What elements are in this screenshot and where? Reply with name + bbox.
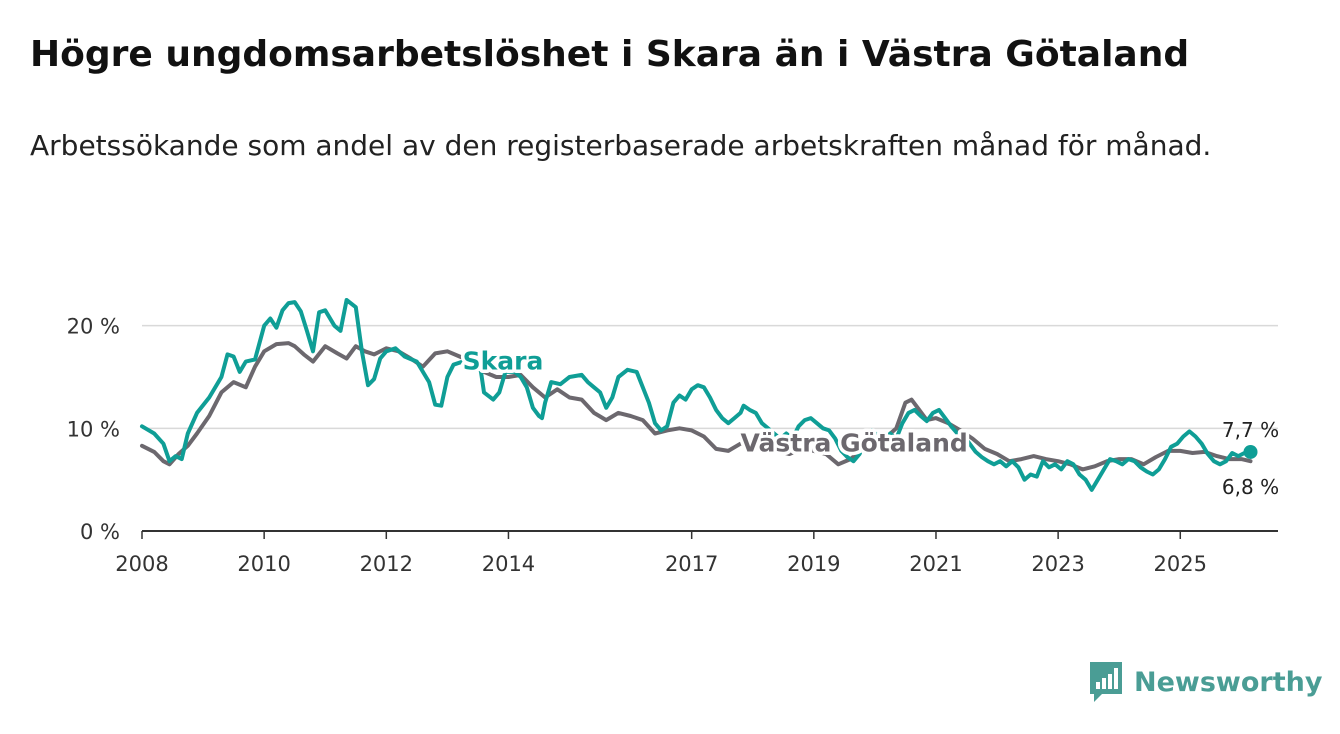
series-line-skara	[140, 298, 1253, 492]
x-tick-label: 2010	[237, 552, 290, 576]
data-labels: 7,7 % 6,8 % Skara Västra Götaland	[459, 343, 1279, 499]
series-line-vastra-gotaland	[140, 341, 1253, 472]
series-label-skara: Skara	[463, 347, 544, 376]
series-label-vastra-gotaland: Västra Götaland	[741, 429, 968, 458]
chart-title: Högre ungdomsarbetslöshet i Skara än i V…	[30, 34, 1190, 75]
gridlines	[142, 324, 1278, 532]
x-tick-label: 2017	[665, 552, 718, 576]
vastra-gotaland-end-label: 6,8 %	[1222, 475, 1279, 499]
x-tick-label: 2021	[909, 552, 962, 576]
chart-subtitle: Arbetssökande som andel av den registerb…	[30, 129, 1212, 162]
x-tick-label: 2012	[360, 552, 413, 576]
newsworthy-brand: Newsworthy	[1088, 660, 1322, 704]
y-tick-label: 0 %	[80, 520, 120, 544]
brand-name: Newsworthy	[1134, 666, 1323, 698]
x-tick-label: 2023	[1031, 552, 1084, 576]
x-tick-label: 2008	[115, 552, 168, 576]
axis-ticks: 0 % 10 % 20 % 2008 2010 2012 2014 2017 2019 2021 2…	[67, 315, 1207, 576]
x-tick-label: 2014	[482, 552, 535, 576]
skara-end-label: 7,7 %	[1222, 418, 1279, 442]
y-tick-label: 10 %	[67, 417, 120, 441]
newsworthy-logo-icon	[1090, 662, 1122, 702]
skara-end-point	[1243, 444, 1258, 459]
y-tick-label: 20 %	[67, 315, 120, 339]
x-tick-label: 2019	[787, 552, 840, 576]
series-lines	[140, 298, 1258, 492]
line-chart: 0 % 10 % 20 % 2008 2010 2012 2014 2017 2019 2021 2…	[67, 298, 1279, 576]
x-tick-label: 2025	[1154, 552, 1207, 576]
